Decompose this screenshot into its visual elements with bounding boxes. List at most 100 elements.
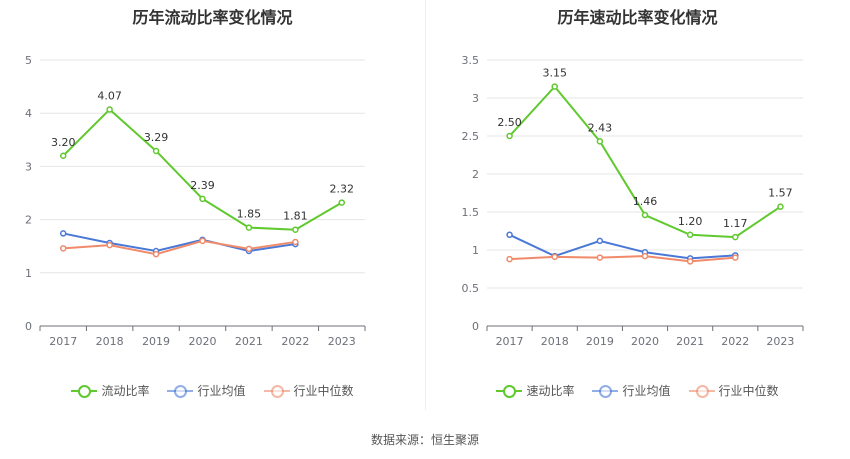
data-label: 1.57 <box>768 187 793 200</box>
data-point <box>106 106 113 113</box>
data-point <box>106 241 113 249</box>
legend-label: 速动比率 <box>526 384 575 398</box>
chart-legend: 速动比率 行业均值 行业中位数 <box>425 382 850 399</box>
data-label: 1.81 <box>283 210 308 223</box>
data-point <box>641 252 649 260</box>
y-tick-label: 1 <box>472 244 479 257</box>
data-label: 3.29 <box>144 131 169 144</box>
data-point <box>152 147 160 155</box>
legend-swatch-median-icon <box>263 384 290 398</box>
y-tick-label: 0.5 <box>462 282 480 295</box>
y-tick-label: 2 <box>472 168 479 181</box>
data-point <box>686 258 694 265</box>
chart-legend: 流动比率 行业均值 行业中位数 <box>0 382 425 399</box>
x-tick-label: 2020 <box>631 335 659 348</box>
quick-ratio-chart-panel: 历年速动比率变化情况 0 0.5 1 1.5 2 2.5 3 3.5 2017 2018 2019 2… <box>425 0 850 420</box>
data-point <box>732 254 739 261</box>
legend-label: 行业中位数 <box>718 384 779 398</box>
legend-swatch-average-icon <box>592 384 619 398</box>
y-tick-label: 5 <box>25 54 32 67</box>
data-point <box>596 138 604 145</box>
legend-swatch-average-icon <box>167 384 194 398</box>
data-label: 2.50 <box>497 116 522 129</box>
series-line <box>509 233 736 260</box>
data-point <box>59 230 67 237</box>
data-point <box>338 199 346 206</box>
y-tick-label: 2.5 <box>462 130 480 143</box>
panel-divider <box>425 0 426 410</box>
data-label: 2.43 <box>588 121 613 134</box>
legend-item-industry-average[interactable]: 行业均值 <box>167 382 246 399</box>
data-point <box>59 152 67 160</box>
quick-ratio-chart: 0 0.5 1 1.5 2 2.5 3 3.5 2017 2018 2019 2020 2021 2022… <box>462 54 804 348</box>
current-ratio-chart-panel: 历年流动比率变化情况 0 1 2 3 4 5 2017 2018 2019 2020 2021 202… <box>0 0 425 420</box>
legend-label: 流动比率 <box>101 384 150 398</box>
x-tick-label: 2021 <box>676 335 704 348</box>
legend-label: 行业中位数 <box>293 384 354 398</box>
x-tick-label: 2023 <box>328 335 356 348</box>
data-point <box>152 250 160 258</box>
data-source-note: 数据来源：恒生聚源 <box>370 433 479 447</box>
data-point <box>732 233 739 241</box>
chart-title: 历年速动比率变化情况 <box>557 8 718 27</box>
x-tick-label: 2017 <box>496 335 524 348</box>
x-tick-label: 2018 <box>96 335 124 348</box>
y-tick-label: 1 <box>25 267 32 280</box>
data-label: 1.85 <box>237 208 262 221</box>
series-line <box>63 232 296 253</box>
data-label: 4.07 <box>97 89 122 102</box>
data-point <box>199 195 206 203</box>
data-point <box>596 237 604 245</box>
data-point <box>245 245 253 253</box>
y-tick-label: 4 <box>25 107 32 120</box>
y-tick-label: 1.5 <box>462 206 480 219</box>
data-point <box>292 226 299 233</box>
legend-swatch-main-icon <box>71 384 98 398</box>
y-tick-label: 3 <box>25 160 32 173</box>
y-tick-label: 2 <box>25 214 32 227</box>
data-label: 3.20 <box>51 136 76 149</box>
x-tick-label: 2020 <box>189 335 217 348</box>
legend-label: 行业均值 <box>197 384 246 398</box>
data-point <box>59 245 67 252</box>
current-ratio-chart: 0 1 2 3 4 5 2017 2018 2019 2020 2021 2022 2023 3.20 4.… <box>25 54 366 348</box>
x-tick-label: 2019 <box>586 335 614 348</box>
legend-item-industry-median[interactable]: 行业中位数 <box>688 382 779 399</box>
data-point <box>551 253 558 261</box>
data-point <box>506 132 513 140</box>
data-point <box>506 231 513 239</box>
legend-swatch-median-icon <box>688 384 715 398</box>
legend-swatch-main-icon <box>496 384 523 398</box>
data-point <box>199 237 206 245</box>
data-label: 2.32 <box>330 183 355 196</box>
x-tick-label: 2022 <box>721 335 749 348</box>
data-label: 3.15 <box>542 67 567 80</box>
x-tick-label: 2021 <box>235 335 263 348</box>
y-tick-label: 3.5 <box>462 54 480 67</box>
data-label: 1.20 <box>678 215 703 228</box>
x-tick-label: 2022 <box>281 335 309 348</box>
x-tick-label: 2018 <box>541 335 569 348</box>
data-point <box>292 238 299 246</box>
legend-item-industry-average[interactable]: 行业均值 <box>592 382 671 399</box>
y-tick-label: 3 <box>472 92 479 105</box>
data-point <box>641 211 649 219</box>
data-label: 1.17 <box>723 217 748 230</box>
legend-item-main[interactable]: 流动比率 <box>71 382 149 399</box>
x-tick-label: 2023 <box>766 335 794 348</box>
legend-item-industry-median[interactable]: 行业中位数 <box>263 382 354 399</box>
data-label: 1.46 <box>633 195 658 208</box>
series-line <box>63 239 296 256</box>
legend-item-main[interactable]: 速动比率 <box>496 382 574 399</box>
data-point <box>596 254 604 261</box>
data-point <box>551 83 558 90</box>
data-point <box>506 255 513 263</box>
chart-title: 历年流动比率变化情况 <box>132 8 293 27</box>
y-tick-label: 0 <box>25 320 32 333</box>
legend-label: 行业均值 <box>622 384 671 398</box>
x-tick-label: 2017 <box>49 335 77 348</box>
data-point <box>777 203 784 210</box>
x-tick-label: 2019 <box>142 335 170 348</box>
data-point <box>686 231 694 239</box>
y-tick-label: 0 <box>472 320 479 333</box>
